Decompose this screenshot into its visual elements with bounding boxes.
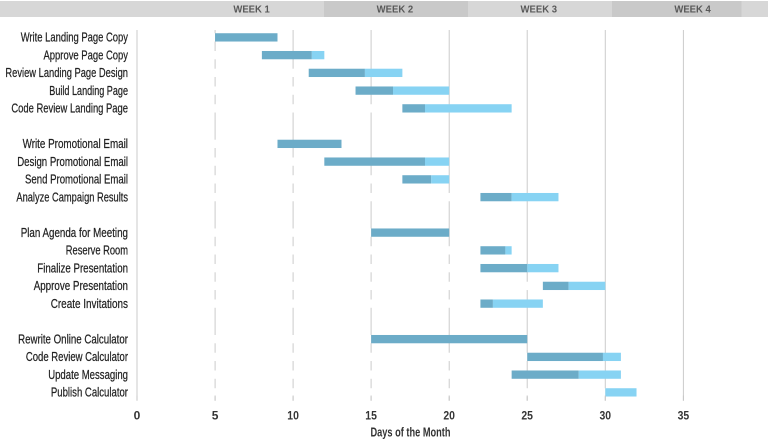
- svg-text:Code Review Calculator: Code Review Calculator: [26, 350, 128, 364]
- svg-text:20: 20: [443, 409, 455, 423]
- svg-text:25: 25: [521, 409, 533, 423]
- svg-text:Days of the Month: Days of the Month: [371, 426, 451, 440]
- svg-text:Write Landing Page Copy: Write Landing Page Copy: [21, 31, 129, 45]
- svg-text:Publish Calculator: Publish Calculator: [51, 386, 128, 400]
- svg-text:0: 0: [134, 409, 141, 423]
- svg-text:30: 30: [600, 409, 612, 423]
- svg-text:Write Promotional Email: Write Promotional Email: [23, 137, 128, 151]
- svg-text:Reserve Room: Reserve Room: [66, 244, 128, 258]
- svg-text:Review Landing Page Design: Review Landing Page Design: [5, 66, 128, 80]
- svg-text:5: 5: [212, 409, 219, 423]
- svg-text:Design Promotional Email: Design Promotional Email: [17, 155, 128, 169]
- svg-text:Rewrite Online Calculator: Rewrite Online Calculator: [18, 332, 128, 346]
- svg-text:Approve Presentation: Approve Presentation: [34, 279, 128, 293]
- svg-text:WEEK 2: WEEK 2: [377, 5, 414, 16]
- svg-text:Approve Page Copy: Approve Page Copy: [44, 48, 129, 62]
- svg-text:Send Promotional Email: Send Promotional Email: [25, 173, 128, 187]
- svg-text:Finalize Presentation: Finalize Presentation: [37, 261, 128, 275]
- svg-text:Analyze Campaign Results: Analyze Campaign Results: [16, 190, 128, 204]
- svg-text:15: 15: [365, 409, 377, 423]
- svg-text:35: 35: [678, 409, 690, 423]
- svg-text:Update Messaging: Update Messaging: [48, 368, 128, 382]
- svg-text:Code Review Landing Page: Code Review Landing Page: [11, 102, 128, 116]
- svg-text:WEEK 1: WEEK 1: [233, 5, 270, 16]
- svg-text:10: 10: [287, 409, 299, 423]
- svg-text:Plan Agenda for Meeting: Plan Agenda for Meeting: [21, 226, 128, 240]
- svg-text:WEEK 4: WEEK 4: [674, 5, 711, 16]
- svg-text:Build Landing Page: Build Landing Page: [49, 84, 128, 98]
- svg-text:WEEK 3: WEEK 3: [521, 5, 558, 16]
- svg-text:Create Invitations: Create Invitations: [51, 297, 128, 311]
